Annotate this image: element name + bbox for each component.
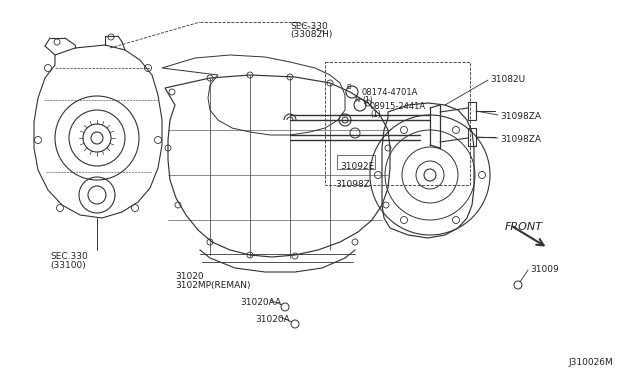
Text: 31082U: 31082U [490,75,525,84]
Bar [337,155,375,169]
Text: 31092E: 31092E [340,162,374,171]
Bar [468,102,476,120]
Text: 31098ZA: 31098ZA [500,135,541,144]
Text: (1): (1) [370,110,381,119]
Text: 31020AA: 31020AA [240,298,281,307]
Text: 08174-4701A: 08174-4701A [362,88,419,97]
Text: (33100): (33100) [50,261,86,270]
Text: 08915-2441A: 08915-2441A [370,102,426,111]
Text: 31009: 31009 [530,265,559,274]
Text: 31098Z: 31098Z [335,180,370,189]
Text: (33082H): (33082H) [290,30,332,39]
Text: 31020A: 31020A [255,315,290,324]
Text: B: B [347,84,351,90]
Text: 31098ZA: 31098ZA [500,112,541,121]
Text: SEC.330: SEC.330 [290,22,328,31]
Text: 3102MP(REMAN): 3102MP(REMAN) [175,281,250,290]
Text: 31020: 31020 [175,272,204,281]
Text: FRONT: FRONT [505,222,543,232]
Text: (1): (1) [362,96,372,105]
Text: N: N [355,97,360,103]
Bar [468,128,476,146]
Text: J310026M: J310026M [568,358,612,367]
Text: SEC.330: SEC.330 [50,252,88,261]
